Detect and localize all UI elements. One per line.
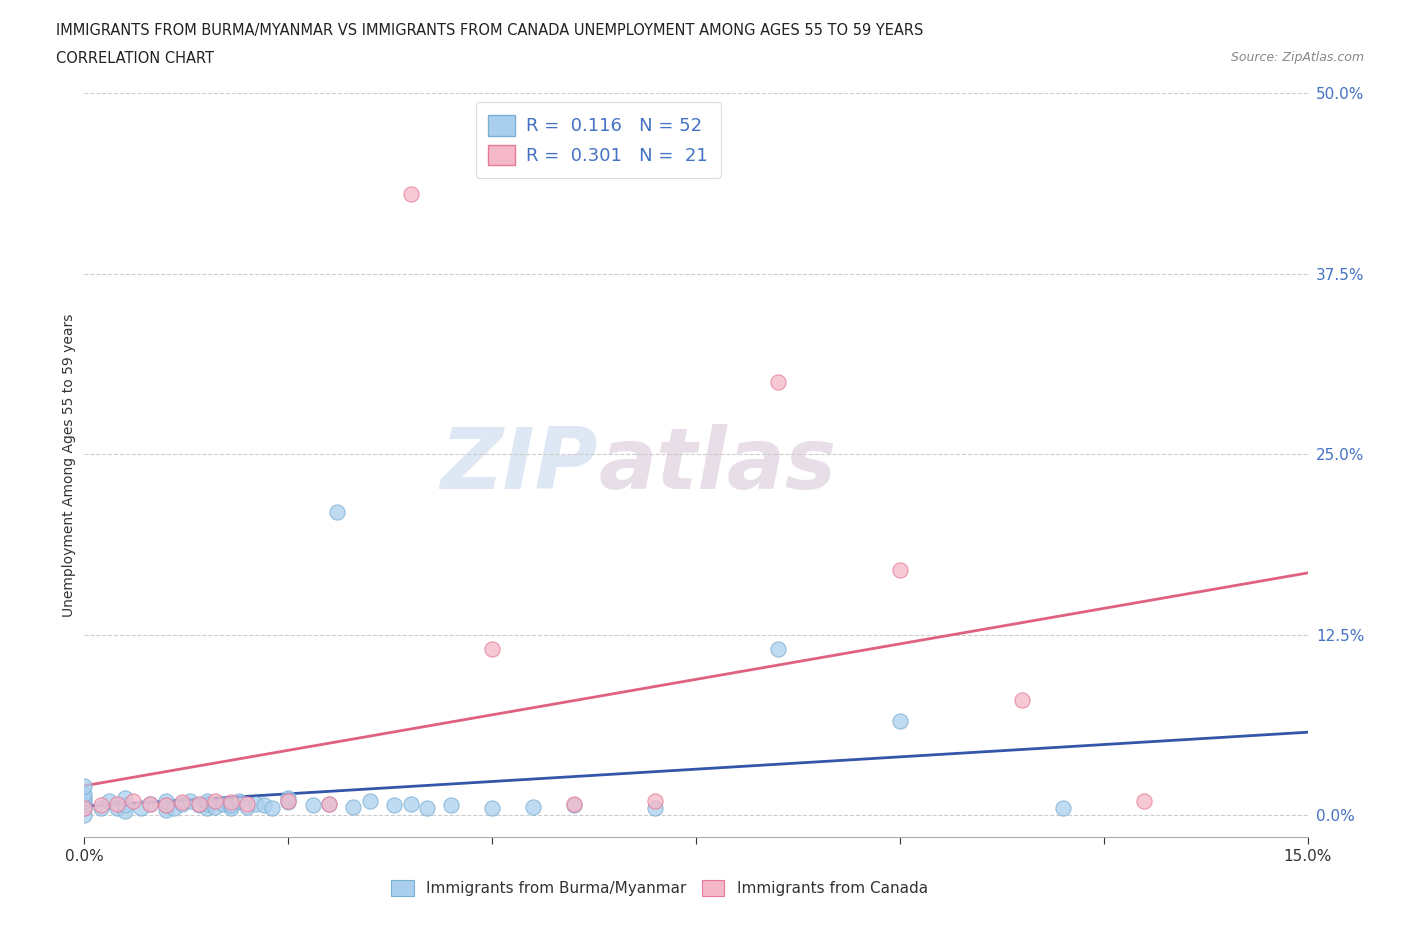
Point <box>277 793 299 808</box>
Point <box>155 798 177 813</box>
Point <box>562 796 585 811</box>
Point <box>155 798 177 813</box>
Point <box>318 796 340 811</box>
Point <box>187 796 209 811</box>
Point <box>105 796 128 811</box>
Point <box>73 793 96 808</box>
Point <box>195 796 218 811</box>
Point <box>73 801 96 816</box>
Point <box>212 796 235 811</box>
Point <box>481 801 503 816</box>
Point <box>122 793 145 808</box>
Point <box>277 790 299 805</box>
Point <box>73 786 96 801</box>
Point <box>416 801 439 816</box>
Point <box>155 802 177 817</box>
Point <box>342 799 364 814</box>
Point <box>1052 801 1074 816</box>
Point <box>889 563 911 578</box>
Point <box>172 796 194 811</box>
Point <box>204 793 226 808</box>
Point <box>326 504 349 519</box>
Point <box>440 798 463 813</box>
Point <box>73 798 96 813</box>
Point <box>644 793 666 808</box>
Point <box>399 796 422 811</box>
Point <box>245 796 267 811</box>
Point <box>236 799 259 814</box>
Text: IMMIGRANTS FROM BURMA/MYANMAR VS IMMIGRANTS FROM CANADA UNEMPLOYMENT AMONG AGES : IMMIGRANTS FROM BURMA/MYANMAR VS IMMIGRA… <box>56 23 924 38</box>
Point <box>219 795 242 810</box>
Point <box>163 801 186 816</box>
Point <box>90 801 112 816</box>
Point <box>73 779 96 794</box>
Point <box>889 714 911 729</box>
Point <box>138 796 160 811</box>
Point <box>766 375 789 390</box>
Point <box>562 798 585 813</box>
Point <box>187 798 209 813</box>
Point <box>1133 793 1156 808</box>
Point <box>90 798 112 813</box>
Point <box>1011 692 1033 707</box>
Point <box>228 793 250 808</box>
Point <box>131 801 153 816</box>
Point <box>195 793 218 808</box>
Point <box>179 793 201 808</box>
Point <box>219 801 242 816</box>
Point <box>138 796 160 811</box>
Point <box>204 799 226 814</box>
Point <box>155 793 177 808</box>
Point <box>301 798 323 813</box>
Point <box>219 798 242 813</box>
Point <box>105 801 128 816</box>
Point <box>97 793 120 808</box>
Point <box>359 793 381 808</box>
Point <box>522 799 544 814</box>
Point <box>277 795 299 810</box>
Point <box>399 187 422 202</box>
Text: atlas: atlas <box>598 423 837 507</box>
Point <box>73 808 96 823</box>
Point <box>644 801 666 816</box>
Point <box>253 798 276 813</box>
Text: ZIP: ZIP <box>440 423 598 507</box>
Point <box>318 796 340 811</box>
Point <box>114 798 136 813</box>
Text: Source: ZipAtlas.com: Source: ZipAtlas.com <box>1230 51 1364 64</box>
Point <box>114 790 136 805</box>
Point <box>766 642 789 657</box>
Point <box>260 801 283 816</box>
Point <box>172 795 194 810</box>
Point <box>481 642 503 657</box>
Point <box>73 801 96 816</box>
Point <box>195 801 218 816</box>
Y-axis label: Unemployment Among Ages 55 to 59 years: Unemployment Among Ages 55 to 59 years <box>62 313 76 617</box>
Legend: Immigrants from Burma/Myanmar, Immigrants from Canada: Immigrants from Burma/Myanmar, Immigrant… <box>382 872 935 904</box>
Point <box>382 798 405 813</box>
Text: CORRELATION CHART: CORRELATION CHART <box>56 51 214 66</box>
Point <box>236 796 259 811</box>
Point <box>73 790 96 805</box>
Point <box>114 804 136 818</box>
